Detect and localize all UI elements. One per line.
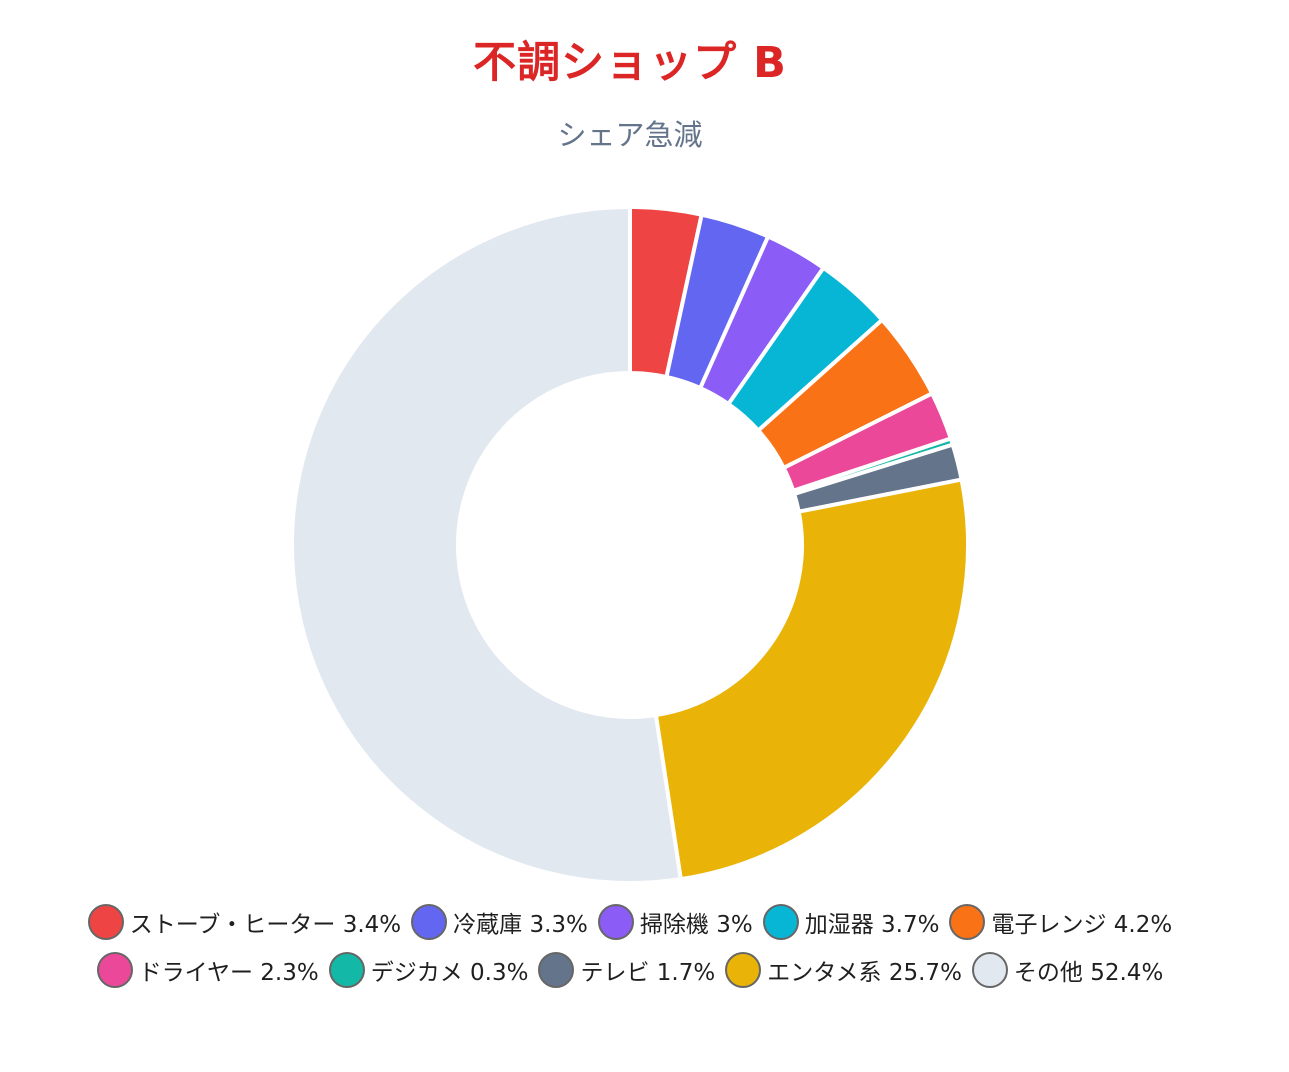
legend-swatch-icon	[411, 904, 448, 940]
legend-label: 電子レンジ 4.2%	[991, 912, 1173, 938]
legend-swatch-icon	[538, 952, 575, 988]
legend-item-digital-camera[interactable]: デジカメ 0.3%	[328, 952, 529, 988]
legend-item-vacuum[interactable]: 掃除機 3%	[597, 904, 753, 940]
legend-swatch-icon	[328, 952, 365, 988]
legend-swatch-icon	[725, 952, 762, 988]
donut-slice[interactable]	[653, 477, 970, 882]
legend-item-stove-heater[interactable]: ストーブ・ヒーター 3.4%	[87, 904, 402, 940]
legend-label: その他 52.4%	[1013, 960, 1164, 986]
legend-item-hair-dryer[interactable]: ドライヤー 2.3%	[96, 952, 319, 988]
legend-row-2: ドライヤー 2.3% デジカメ 0.3% テレビ 1.7% エンタメ系 25.7…	[0, 946, 1260, 994]
chart-title: 不調ショップ B	[473, 38, 787, 88]
legend-item-humidifier[interactable]: 加湿器 3.7%	[762, 904, 940, 940]
legend-item-entertainment[interactable]: エンタメ系 25.7%	[725, 952, 962, 988]
legend-swatch-icon	[949, 904, 986, 940]
legend-label: 加湿器 3.7%	[804, 912, 940, 938]
legend-swatch-icon	[87, 904, 124, 940]
donut-slice[interactable]	[290, 204, 684, 885]
legend-item-refrigerator[interactable]: 冷蔵庫 3.3%	[411, 904, 588, 940]
legend-swatch-icon	[762, 904, 799, 940]
legend-label: 掃除機 3%	[639, 912, 753, 938]
legend-label: 冷蔵庫 3.3%	[453, 912, 588, 938]
legend-label: エンタメ系 25.7%	[767, 960, 962, 986]
legend-label: ストーブ・ヒーター 3.4%	[129, 912, 402, 938]
legend-label: ドライヤー 2.3%	[138, 960, 319, 986]
chart-subtitle: シェア急減	[557, 118, 703, 152]
chart-legend: ストーブ・ヒーター 3.4% 冷蔵庫 3.3% 掃除機 3% 加湿器 3.7% …	[0, 898, 1260, 994]
legend-swatch-icon	[96, 952, 133, 988]
legend-row-1: ストーブ・ヒーター 3.4% 冷蔵庫 3.3% 掃除機 3% 加湿器 3.7% …	[0, 898, 1260, 946]
legend-item-tv[interactable]: テレビ 1.7%	[538, 952, 715, 988]
legend-swatch-icon	[971, 952, 1008, 988]
legend-swatch-icon	[597, 904, 634, 940]
legend-label: デジカメ 0.3%	[370, 960, 529, 986]
legend-label: テレビ 1.7%	[580, 960, 716, 986]
legend-item-microwave[interactable]: 電子レンジ 4.2%	[949, 904, 1172, 940]
legend-item-other[interactable]: その他 52.4%	[971, 952, 1164, 988]
